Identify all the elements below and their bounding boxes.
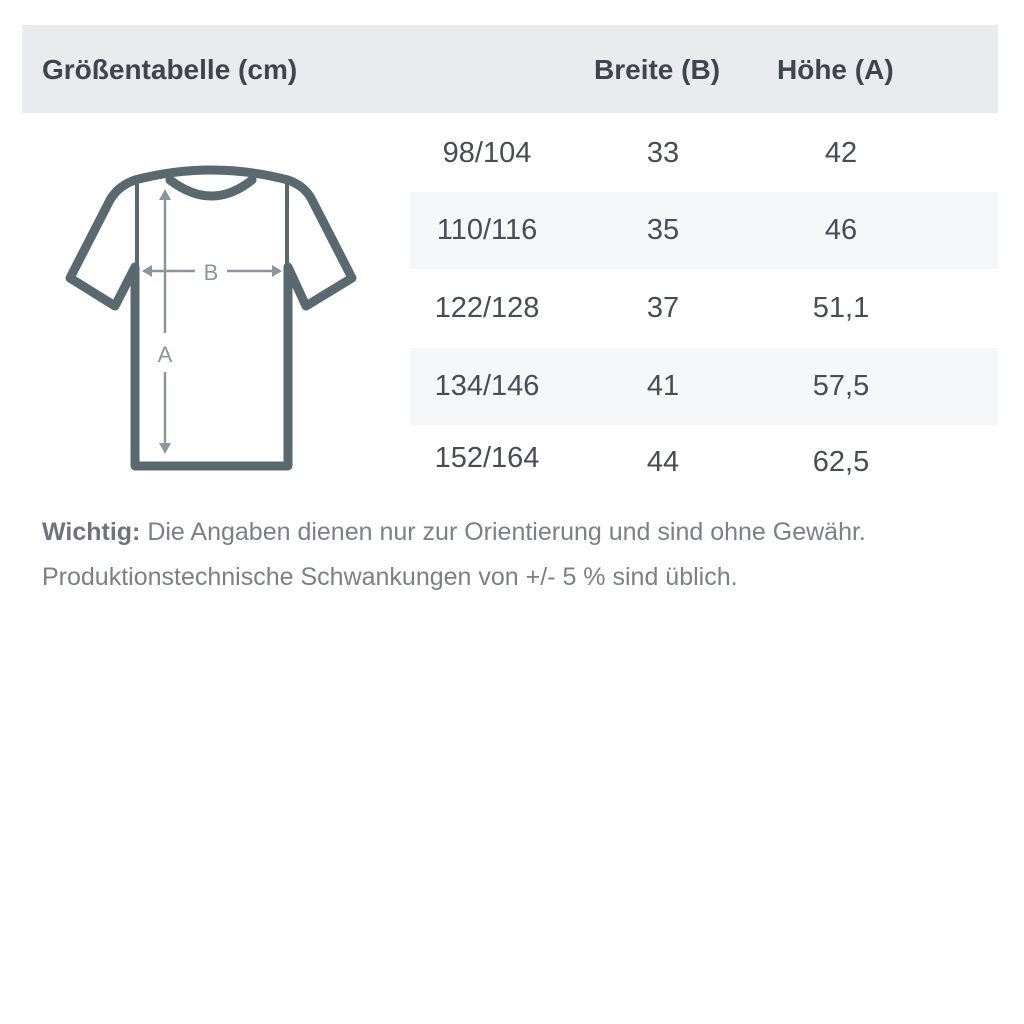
width-cell: 33 <box>646 137 680 169</box>
size-cell: 122/128 <box>434 292 540 324</box>
column-header-height: Höhe (A) <box>777 54 894 85</box>
note-line-1: Wichtig: Die Angaben dienen nur zur Orie… <box>42 518 866 547</box>
size-cell: 110/116 <box>436 214 538 246</box>
height-label: A <box>158 342 173 367</box>
table-row: 110/116 35 46 <box>410 192 998 269</box>
height-cell: 57,5 <box>812 370 870 402</box>
table-row: 122/128 37 51,1 <box>410 270 998 347</box>
width-label: B <box>204 260 219 285</box>
table-title: Größentabelle (cm) <box>42 54 298 85</box>
note-label: Wichtig: <box>42 518 141 546</box>
width-cell: 41 <box>646 370 680 402</box>
width-cell: 37 <box>646 292 680 324</box>
width-cell: 35 <box>646 214 680 246</box>
table-row: 152/164 44 62,5 <box>410 424 998 501</box>
column-header-width: Breite (B) <box>594 54 721 85</box>
table-row: 98/104 33 42 <box>410 115 998 192</box>
tshirt-diagram: B A <box>65 165 357 471</box>
width-cell: 44 <box>646 446 680 478</box>
size-cell: 134/146 <box>434 370 540 402</box>
table-header: Größentabelle (cm) Breite (B) Höhe (A) <box>22 25 998 113</box>
size-cell: 152/164 <box>434 442 540 474</box>
height-cell: 46 <box>824 214 858 246</box>
tshirt-outline-icon <box>65 165 357 471</box>
note-text: Die Angaben dienen nur zur Orientierung … <box>140 518 866 546</box>
table-row: 134/146 41 57,5 <box>410 348 998 425</box>
height-cell: 51,1 <box>812 292 870 324</box>
size-cell: 98/104 <box>442 137 532 169</box>
height-cell: 42 <box>824 137 858 169</box>
note-line-2: Produktionstechnische Schwankungen von +… <box>42 563 738 591</box>
height-cell: 62,5 <box>812 446 870 478</box>
